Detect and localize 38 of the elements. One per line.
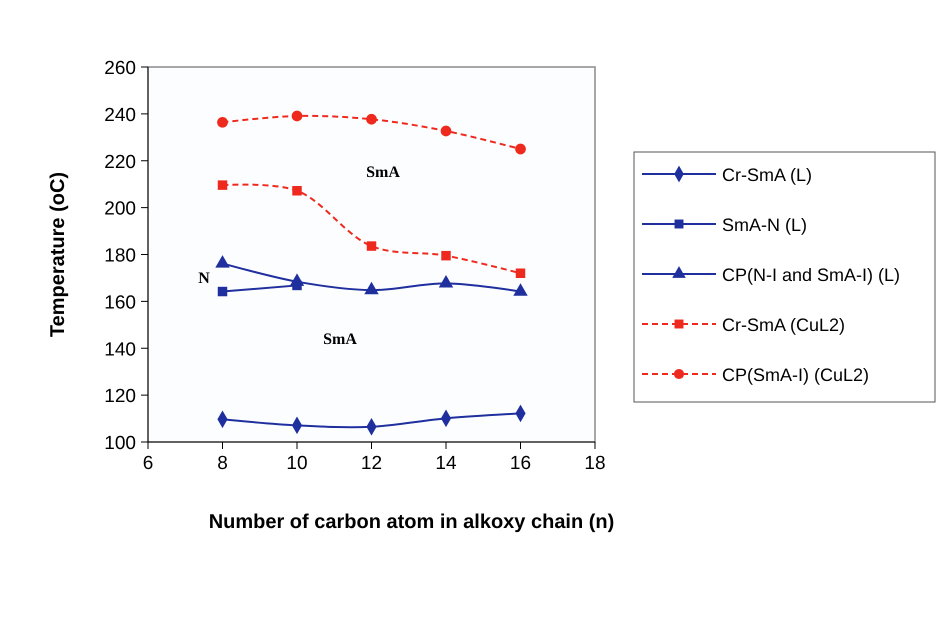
point [217,116,228,128]
point [218,286,228,296]
legend-label: CP(SmA-I) (CuL2) [722,365,870,385]
y-tick-label: 140 [104,339,136,360]
x-tick-label: 12 [360,453,382,474]
y-tick-label: 260 [104,58,136,79]
x-axis-title: Number of carbon atom in alkoxy chain (n) [208,511,614,533]
y-tick-label: 120 [104,386,136,408]
point [440,126,452,136]
point [292,110,302,122]
point [515,144,526,154]
x-tick-label: 18 [584,453,606,474]
annotation: SmA [366,164,400,181]
point [366,114,377,125]
y-tick-label: 100 [104,433,136,454]
y-tick-label: 220 [104,152,136,173]
legend-label: CP(N-I and SmA-I) (L) [722,265,900,285]
annotation: N [198,270,210,287]
legend-label: Cr-SmA (CuL2) [722,315,846,335]
x-tick-label: 8 [217,453,228,474]
point [516,268,526,278]
y-tick-label: 180 [104,246,136,266]
point [218,180,228,190]
point [366,241,376,251]
x-tick-label: 16 [510,453,532,474]
y-tick-label: 240 [104,104,136,126]
x-tick-label: 14 [435,453,457,474]
legend-label: Cr-SmA (L) [722,165,812,185]
x-tick-label: 10 [286,453,308,474]
point [292,280,302,290]
y-tick-label: 160 [104,292,136,314]
y-tick-label: 200 [104,198,136,220]
annotation: SmA [323,331,358,348]
x-tick-label: 6 [142,453,154,474]
y-axis-title: Temperature (oC) [47,172,69,338]
legend-label: SmA-N (L) [722,215,807,235]
point [441,250,451,260]
point [292,186,302,196]
